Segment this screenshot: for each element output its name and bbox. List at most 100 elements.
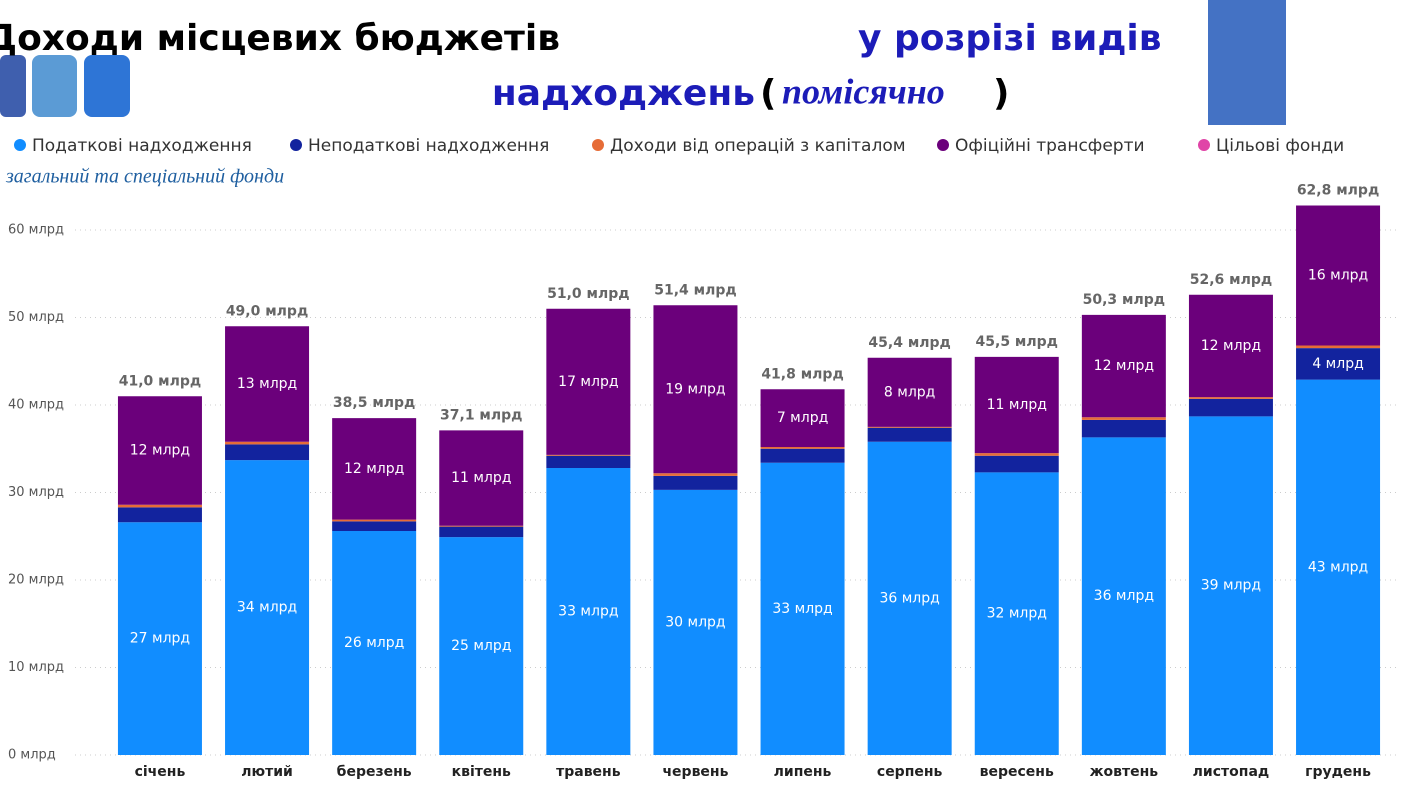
legend-label: Цільові фонди: [1216, 136, 1344, 156]
data-label: 36 млрд: [1094, 588, 1154, 604]
bar-segment: [867, 441, 952, 755]
bar-segment: [117, 504, 202, 508]
bar-segment: [1296, 348, 1381, 380]
bar-segment: [974, 356, 1059, 454]
y-tick-label: 20 млрд: [8, 573, 64, 588]
x-tick-label: березень: [337, 764, 412, 780]
data-label: 33 млрд: [558, 604, 618, 620]
bar-segment: [117, 396, 202, 505]
bar-segment: [760, 462, 845, 755]
x-tick-label: січень: [135, 764, 186, 780]
data-label: 43 млрд: [1308, 559, 1368, 575]
data-label: 34 млрд: [237, 600, 297, 616]
bar-segment: [225, 460, 310, 755]
data-label: 12 млрд: [344, 461, 404, 477]
legend-label: Доходи від операцій з капіталом: [610, 136, 906, 156]
legend-label: Податкові надходження: [32, 136, 252, 156]
x-tick-label: травень: [556, 764, 621, 780]
bar-segment: [867, 426, 952, 428]
legend-label: Офіційні трансферти: [955, 136, 1145, 156]
y-tick-label: 10 млрд: [8, 660, 64, 675]
bar-segment: [439, 430, 524, 526]
total-label: 41,8 млрд: [761, 366, 843, 382]
legend-label: Неподаткові надходження: [308, 136, 549, 156]
data-label: 4 млрд: [1312, 356, 1363, 372]
x-tick-label: червень: [662, 764, 728, 780]
y-tick-label: 40 млрд: [8, 398, 64, 413]
legend-marker: [937, 139, 949, 151]
bar-segment: [1081, 419, 1166, 438]
bar-segment: [546, 468, 631, 755]
total-label: 52,6 млрд: [1190, 272, 1272, 288]
x-tick-label: лютий: [241, 764, 293, 780]
bar-segment: [653, 489, 738, 755]
bar-segment: [332, 521, 417, 531]
bar-segment: [974, 453, 1059, 456]
bar-segment: [1081, 314, 1166, 418]
bar-segment: [1081, 437, 1166, 755]
y-tick-label: 30 млрд: [8, 485, 64, 500]
x-tick-label: жовтень: [1090, 764, 1159, 780]
title-part: ): [993, 73, 1009, 114]
data-label: 11 млрд: [987, 397, 1047, 413]
subtitle: загальний та спеціальний фонди: [5, 166, 284, 188]
total-label: 50,3 млрд: [1083, 292, 1165, 308]
bar-segment: [439, 537, 524, 755]
bar-segment: [1296, 345, 1381, 349]
data-label: 7 млрд: [777, 410, 828, 426]
bar-segment: [117, 507, 202, 523]
bar-segment: [653, 305, 738, 474]
data-label: 12 млрд: [1201, 338, 1261, 354]
bar-segment: [546, 454, 631, 456]
total-label: 45,5 млрд: [976, 334, 1058, 350]
bar-segment: [653, 473, 738, 476]
total-label: 51,0 млрд: [547, 286, 629, 302]
title-part: Доходи місцевих бюджетів: [0, 18, 560, 59]
bar-segment: [974, 472, 1059, 755]
bar-segment: [225, 326, 310, 442]
total-label: 45,4 млрд: [868, 335, 950, 351]
legend-marker: [592, 139, 604, 151]
data-label: 12 млрд: [130, 443, 190, 459]
total-label: 37,1 млрд: [440, 407, 522, 423]
bar-segment: [117, 522, 202, 755]
bar-segment: [439, 526, 524, 538]
data-label: 33 млрд: [772, 601, 832, 617]
legend-marker: [14, 139, 26, 151]
bar-segment: [760, 447, 845, 449]
total-label: 38,5 млрд: [333, 395, 415, 411]
data-label: 12 млрд: [1094, 358, 1154, 374]
title-part: помісячно: [782, 71, 945, 111]
bar-segment: [1296, 205, 1381, 346]
data-label: 13 млрд: [237, 376, 297, 392]
bar-segment: [760, 448, 845, 463]
bar-segment: [653, 475, 738, 490]
data-label: 32 млрд: [987, 606, 1047, 622]
x-tick-label: квітень: [452, 764, 511, 780]
total-label: 41,0 млрд: [119, 373, 201, 389]
total-label: 62,8 млрд: [1297, 183, 1379, 199]
bar-segment: [1188, 416, 1273, 755]
data-label: 39 млрд: [1201, 578, 1261, 594]
deco-block: [1208, 0, 1286, 125]
deco-square: [32, 55, 77, 117]
title-part: (: [760, 73, 776, 114]
data-label: 11 млрд: [451, 470, 511, 486]
bar-segment: [974, 455, 1059, 473]
data-label: 30 млрд: [665, 614, 725, 630]
data-label: 16 млрд: [1308, 268, 1368, 284]
bar-segment: [332, 519, 417, 522]
x-tick-label: серпень: [877, 764, 943, 780]
deco-square: [84, 55, 130, 117]
bar-segment: [1188, 397, 1273, 399]
data-label: 19 млрд: [665, 381, 725, 397]
data-label: 8 млрд: [884, 384, 935, 400]
bar-segment: [546, 455, 631, 468]
bar-segment: [225, 441, 310, 445]
y-tick-label: 60 млрд: [8, 223, 64, 238]
bar-segment: [1081, 417, 1166, 420]
bar-segment: [439, 525, 524, 527]
data-label: 26 млрд: [344, 635, 404, 651]
